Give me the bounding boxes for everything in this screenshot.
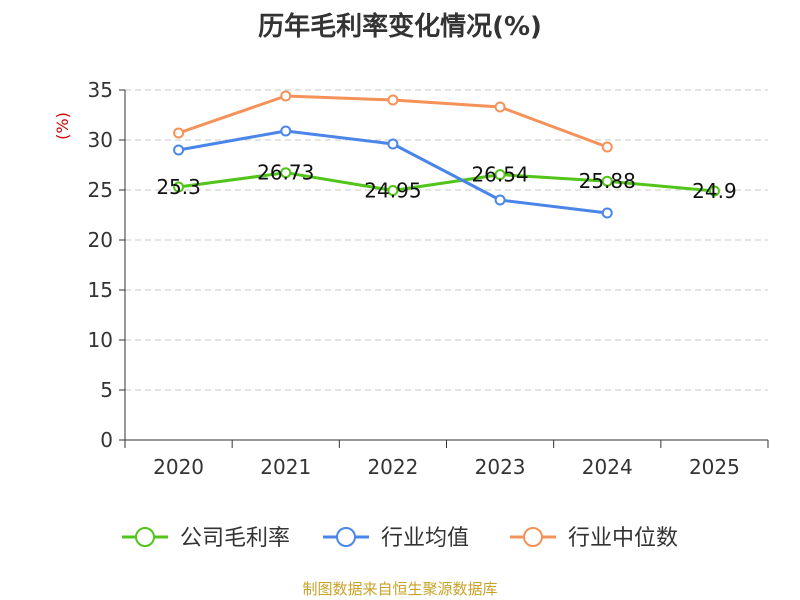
series-point: [280, 90, 292, 102]
legend-marker: [336, 527, 356, 547]
series-point: [494, 169, 506, 181]
y-tick-label: 35: [88, 78, 113, 102]
series-point: [280, 167, 292, 179]
y-tick-label: 20: [88, 228, 113, 252]
data-label-layer: 25.3 26.73 24.95 26.54 25.88 24.9: [156, 161, 736, 203]
series-point: [173, 127, 185, 139]
legend: 公司毛利率 行业均值 行业中位数: [122, 526, 678, 551]
series-point: [601, 141, 613, 153]
source-note: 制图数据来自恒生聚源数据库: [302, 580, 498, 598]
series-point: [387, 138, 399, 150]
series-point: [601, 175, 613, 187]
series-point: [387, 185, 399, 196]
series-point: [173, 144, 185, 156]
series-point: [601, 207, 613, 219]
y-axis-unit-label: (%): [53, 112, 72, 140]
legend-marker: [135, 527, 155, 547]
chart-title: 历年毛利率变化情况(%): [258, 12, 542, 42]
series-point: [708, 185, 720, 197]
series-point: [387, 94, 399, 106]
data-label: 25.88: [579, 169, 636, 193]
grid-layer: [125, 89, 768, 391]
legend-marker: [523, 527, 543, 547]
x-tick-label: 2023: [475, 455, 526, 479]
y-tick-label: 0: [100, 428, 113, 452]
data-label: 25.3: [156, 175, 201, 199]
x-tick-label: 2020: [153, 455, 204, 479]
y-tick-label: 25: [88, 178, 113, 202]
series-point: [173, 181, 185, 193]
legend-label: 行业均值: [381, 526, 469, 551]
x-tick-label: 2021: [260, 455, 311, 479]
series-point: [280, 125, 292, 137]
x-tick-label: 2022: [367, 455, 418, 479]
x-tick-label: 2024: [582, 455, 633, 479]
series-point: [494, 194, 506, 206]
data-label: 26.73: [257, 161, 314, 185]
series-point: [494, 101, 506, 113]
legend-label: 行业中位数: [568, 526, 678, 551]
y-tick-label: 10: [88, 328, 113, 352]
data-label: 26.54: [471, 163, 528, 187]
series-line: [178, 171, 715, 193]
data-label: 24.9: [692, 179, 737, 203]
series-layer: [173, 90, 720, 219]
data-label: 24.95: [364, 179, 421, 203]
y-tick-label: 5: [100, 378, 113, 402]
x-tick-label: 2025: [689, 455, 740, 479]
legend-label: 公司毛利率: [180, 526, 290, 551]
y-tick-label: 15: [88, 278, 113, 302]
y-tick-label: 30: [88, 128, 113, 152]
